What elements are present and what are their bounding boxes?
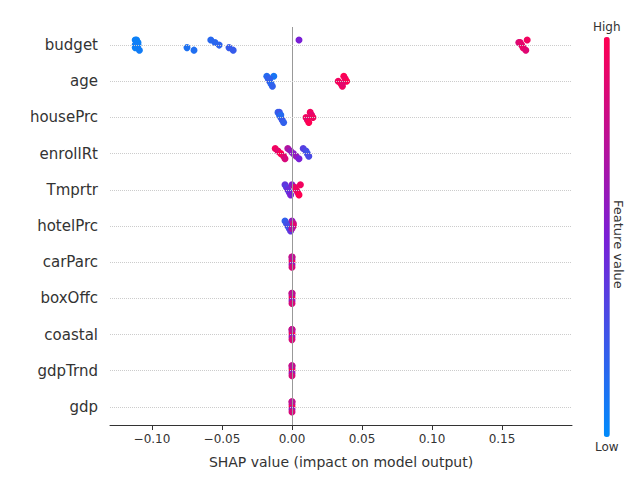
svg-text:0.10: 0.10 [419,432,446,446]
svg-text:age: age [70,72,98,90]
svg-text:gdp: gdp [69,398,98,416]
svg-text:housePrc: housePrc [30,108,98,126]
svg-text:0.05: 0.05 [349,432,376,446]
svg-text:hotelPrc: hotelPrc [37,217,98,235]
svg-text:Feature value: Feature value [611,200,626,289]
svg-text:0.15: 0.15 [489,432,516,446]
svg-text:Low: Low [595,440,619,454]
svg-text:carParc: carParc [43,253,98,271]
svg-text:0.00: 0.00 [279,432,306,446]
svg-text:High: High [593,20,621,34]
svg-text:boxOffc: boxOffc [40,289,98,307]
svg-text:−0.05: −0.05 [204,432,241,446]
svg-text:coastal: coastal [44,326,98,344]
svg-text:enrollRt: enrollRt [40,145,99,163]
svg-text:−0.10: −0.10 [134,432,171,446]
svg-text:SHAP value (impact on model ou: SHAP value (impact on model output) [209,454,473,470]
svg-text:Tmprtr: Tmprtr [45,181,98,199]
svg-text:budget: budget [45,36,98,54]
svg-text:gdpTrnd: gdpTrnd [38,362,98,380]
